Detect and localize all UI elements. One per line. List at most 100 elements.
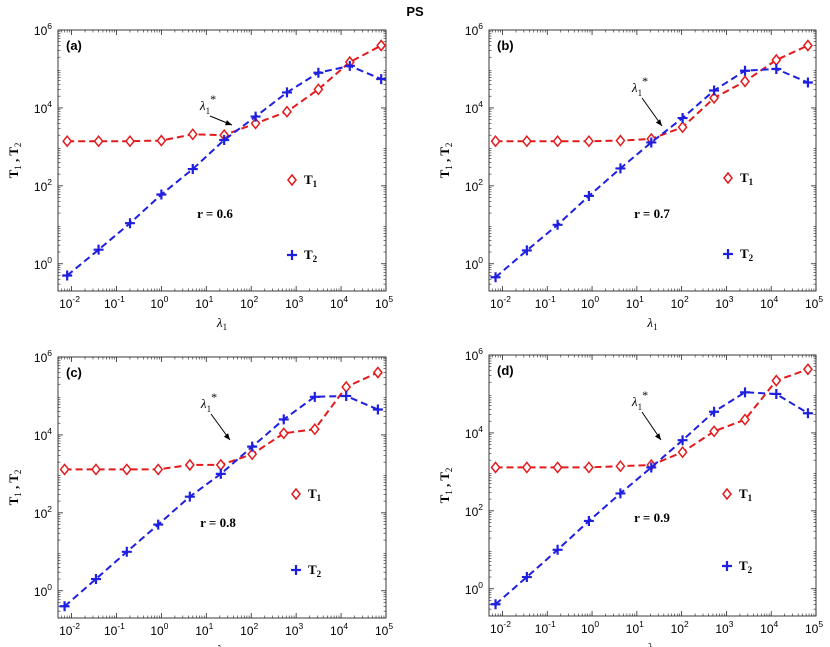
data-point-t2 — [372, 404, 383, 415]
data-point-t1 — [490, 134, 501, 148]
data-point-t2 — [615, 163, 626, 174]
legend-marker-t2 — [291, 565, 301, 575]
data-point-t1 — [521, 461, 532, 474]
data-point-t1 — [156, 134, 167, 147]
legend-marker-t2 — [287, 250, 297, 260]
x-axis-label: λ1 — [646, 315, 657, 332]
data-point-t2 — [187, 164, 198, 175]
plot-area — [488, 354, 817, 617]
x-axis-label: λ1 — [216, 315, 227, 332]
x-tick-label: 105 — [375, 621, 393, 638]
data-point-t2 — [93, 244, 104, 255]
y-tick-label: 102 — [34, 504, 52, 521]
data-point-t2 — [552, 544, 563, 555]
annotation-arrow-head — [223, 433, 230, 440]
data-point-t1 — [184, 458, 195, 472]
data-point-t1 — [771, 374, 782, 387]
legend-label-t2: T2 — [740, 246, 754, 263]
x-tick-label: 10-1 — [535, 294, 556, 311]
y-tick-label: 106 — [465, 21, 483, 38]
legend-marker-t2 — [722, 561, 732, 571]
legend-marker-t1 — [291, 487, 301, 501]
chart-panel-d: 10-2 10-1 100 101 102 103 104 105 100 102 104 106 λ1… — [437, 346, 823, 647]
data-point-t2 — [740, 387, 751, 398]
annotation-arrow-head — [655, 119, 662, 126]
x-tick-label: 102 — [240, 621, 258, 638]
data-point-t2 — [490, 599, 501, 610]
r-value-label: r = 0.8 — [200, 515, 236, 530]
x-tick-label: 10-2 — [490, 294, 511, 311]
x-tick-label: 105 — [805, 619, 823, 636]
data-point-t1 — [552, 134, 563, 148]
plot-area — [57, 29, 387, 292]
data-point-t2 — [521, 245, 532, 256]
data-point-t2 — [802, 408, 813, 419]
data-point-t2 — [281, 87, 292, 98]
data-point-t1 — [615, 459, 626, 473]
x-tick-label: 10-1 — [535, 619, 556, 636]
annotation-lambda-star: λ1* — [200, 390, 217, 414]
data-point-t2 — [677, 113, 688, 124]
x-tick-label: 10-2 — [490, 619, 511, 636]
data-point-t2 — [219, 135, 230, 146]
annotation-arrow-head — [654, 433, 661, 440]
x-tick-label: 105 — [375, 294, 393, 311]
data-point-t1 — [552, 461, 563, 474]
r-value-label: r = 0.9 — [634, 510, 670, 525]
x-tick-label: 101 — [626, 294, 644, 311]
data-point-t1 — [278, 427, 289, 440]
panel-label: (a) — [66, 38, 82, 53]
data-point-t1 — [125, 134, 135, 148]
data-point-t1 — [282, 105, 292, 118]
data-point-t1 — [372, 366, 383, 379]
legend-marker-t1 — [723, 171, 733, 185]
y-tick-label: 100 — [34, 582, 52, 599]
x-tick-label: 102 — [671, 294, 689, 311]
series-line-t2 — [66, 64, 382, 277]
data-point-t1 — [583, 461, 594, 474]
data-point-t1 — [802, 39, 813, 52]
chart-panel-c: 10-2 10-1 100 101 102 103 104 105 100 102 104 106 λ1… — [6, 348, 393, 647]
data-point-t1 — [121, 463, 132, 476]
data-point-t1 — [247, 448, 258, 461]
legend-label-t1: T1 — [740, 170, 754, 187]
x-tick-label: 10-2 — [59, 294, 80, 311]
series-line-t1 — [495, 44, 809, 143]
data-point-t2 — [771, 388, 782, 399]
data-point-t2 — [341, 390, 352, 401]
x-tick-label: 103 — [715, 294, 733, 311]
data-point-t1 — [615, 134, 626, 147]
legend-label-t1: T1 — [304, 172, 318, 189]
data-point-t1 — [215, 458, 226, 472]
y-tick-label: 102 — [465, 177, 483, 194]
data-point-t1 — [313, 83, 324, 96]
x-tick-label: 100 — [581, 294, 599, 311]
data-point-t2 — [247, 441, 258, 452]
data-point-t2 — [646, 462, 657, 473]
legend-label-t1: T1 — [308, 486, 322, 503]
x-tick-label: 102 — [240, 294, 258, 311]
x-tick-label: 10-1 — [104, 294, 125, 311]
annotation-lambda-star: λ1* — [199, 92, 216, 116]
y-axis-label: T1 , T2 — [437, 143, 454, 179]
legend-marker-t2 — [723, 249, 733, 259]
data-point-t2 — [583, 515, 594, 526]
data-point-t1 — [62, 134, 73, 148]
y-tick-label: 104 — [465, 99, 483, 116]
data-point-t2 — [615, 488, 626, 499]
chart-panel-b: 10-2 10-1 100 101 102 103 104 105 100 102 104 106 λ1… — [437, 21, 823, 332]
x-tick-label: 101 — [626, 619, 644, 636]
data-point-t1 — [709, 425, 720, 438]
legend-marker-t1 — [722, 487, 732, 501]
x-tick-label: 101 — [195, 294, 213, 311]
legend-marker-t1 — [287, 173, 297, 187]
data-point-t2 — [309, 391, 320, 402]
data-point-t2 — [62, 270, 73, 281]
x-tick-label: 10-1 — [104, 621, 125, 638]
x-tick-label: 102 — [671, 619, 689, 636]
legend-label-t2: T2 — [739, 558, 753, 575]
data-point-t1 — [376, 39, 387, 52]
panel-label: (b) — [497, 38, 514, 53]
x-axis-label: λ1 — [216, 642, 227, 647]
data-point-t2 — [124, 218, 135, 229]
